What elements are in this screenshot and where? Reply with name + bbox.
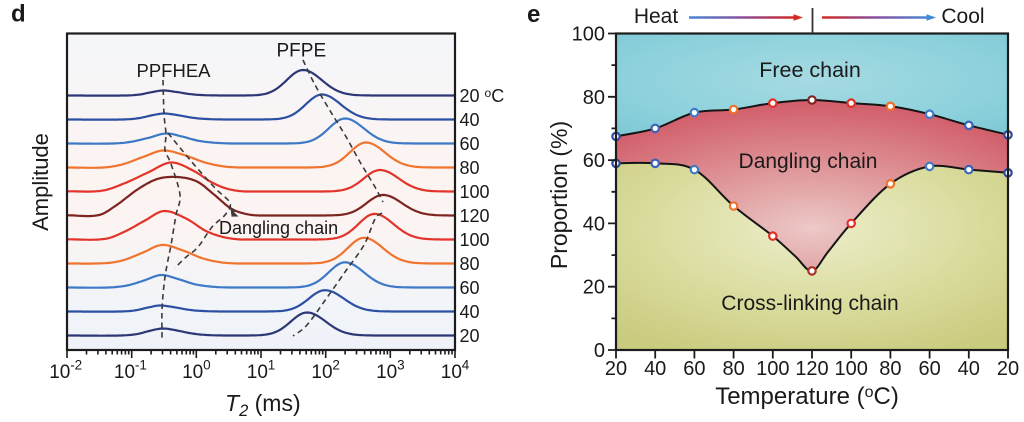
svg-text:100: 100 xyxy=(460,230,490,250)
svg-text:100: 100 xyxy=(756,358,789,380)
svg-text:120: 120 xyxy=(460,206,490,226)
svg-text:Heat: Heat xyxy=(634,5,679,28)
svg-text:d: d xyxy=(11,1,26,28)
svg-text:1: 1 xyxy=(268,358,276,373)
svg-text:-1: -1 xyxy=(135,358,147,373)
svg-text:40: 40 xyxy=(460,110,480,130)
svg-text:20: 20 xyxy=(997,358,1019,380)
svg-text:20: 20 xyxy=(605,358,627,380)
svg-text:40: 40 xyxy=(958,358,980,380)
svg-text:10: 10 xyxy=(247,362,268,383)
svg-text:80: 80 xyxy=(722,358,744,380)
svg-text:120: 120 xyxy=(795,358,828,380)
svg-text:10: 10 xyxy=(114,362,135,383)
svg-text:20 oC: 20 oC xyxy=(460,86,505,106)
svg-text:Cool: Cool xyxy=(941,5,984,28)
svg-text:20: 20 xyxy=(460,326,480,346)
svg-text:e: e xyxy=(527,1,540,28)
svg-text:100: 100 xyxy=(572,24,605,46)
svg-text:40: 40 xyxy=(460,302,480,322)
svg-text:Dangling chain: Dangling chain xyxy=(739,150,878,173)
svg-text:10: 10 xyxy=(49,362,70,383)
svg-text:Dangling chain: Dangling chain xyxy=(219,218,338,238)
svg-text:40: 40 xyxy=(583,213,605,235)
svg-text:80: 80 xyxy=(460,254,480,274)
svg-text:2: 2 xyxy=(332,358,340,373)
svg-text:PPFHEA: PPFHEA xyxy=(137,60,212,81)
svg-text:20: 20 xyxy=(583,277,605,299)
svg-text:10: 10 xyxy=(376,362,397,383)
svg-text:Amplitude: Amplitude xyxy=(28,133,53,231)
svg-text:Proportion (%): Proportion (%) xyxy=(546,121,572,269)
svg-text:3: 3 xyxy=(397,358,405,373)
svg-text:80: 80 xyxy=(583,87,605,109)
svg-text:10: 10 xyxy=(182,362,203,383)
svg-text:4: 4 xyxy=(462,358,470,373)
svg-text:Free chain: Free chain xyxy=(759,58,861,82)
svg-text:T2 (ms): T2 (ms) xyxy=(225,390,301,420)
svg-text:0: 0 xyxy=(594,340,605,362)
svg-text:Cross-linking chain: Cross-linking chain xyxy=(721,292,898,315)
svg-text:60: 60 xyxy=(683,358,705,380)
svg-text:10: 10 xyxy=(441,362,462,383)
svg-text:PFPE: PFPE xyxy=(277,41,327,62)
svg-text:100: 100 xyxy=(835,358,868,380)
svg-text:60: 60 xyxy=(460,278,480,298)
svg-text:80: 80 xyxy=(879,358,901,380)
svg-text:60: 60 xyxy=(918,358,940,380)
svg-text:40: 40 xyxy=(644,358,666,380)
svg-text:10: 10 xyxy=(311,362,332,383)
svg-text:60: 60 xyxy=(460,134,480,154)
svg-text:-2: -2 xyxy=(70,358,82,373)
svg-text:Temperature (oC): Temperature (oC) xyxy=(715,383,899,410)
svg-text:60: 60 xyxy=(583,150,605,172)
svg-text:100: 100 xyxy=(460,182,490,202)
svg-text:0: 0 xyxy=(203,358,211,373)
svg-text:80: 80 xyxy=(460,158,480,178)
